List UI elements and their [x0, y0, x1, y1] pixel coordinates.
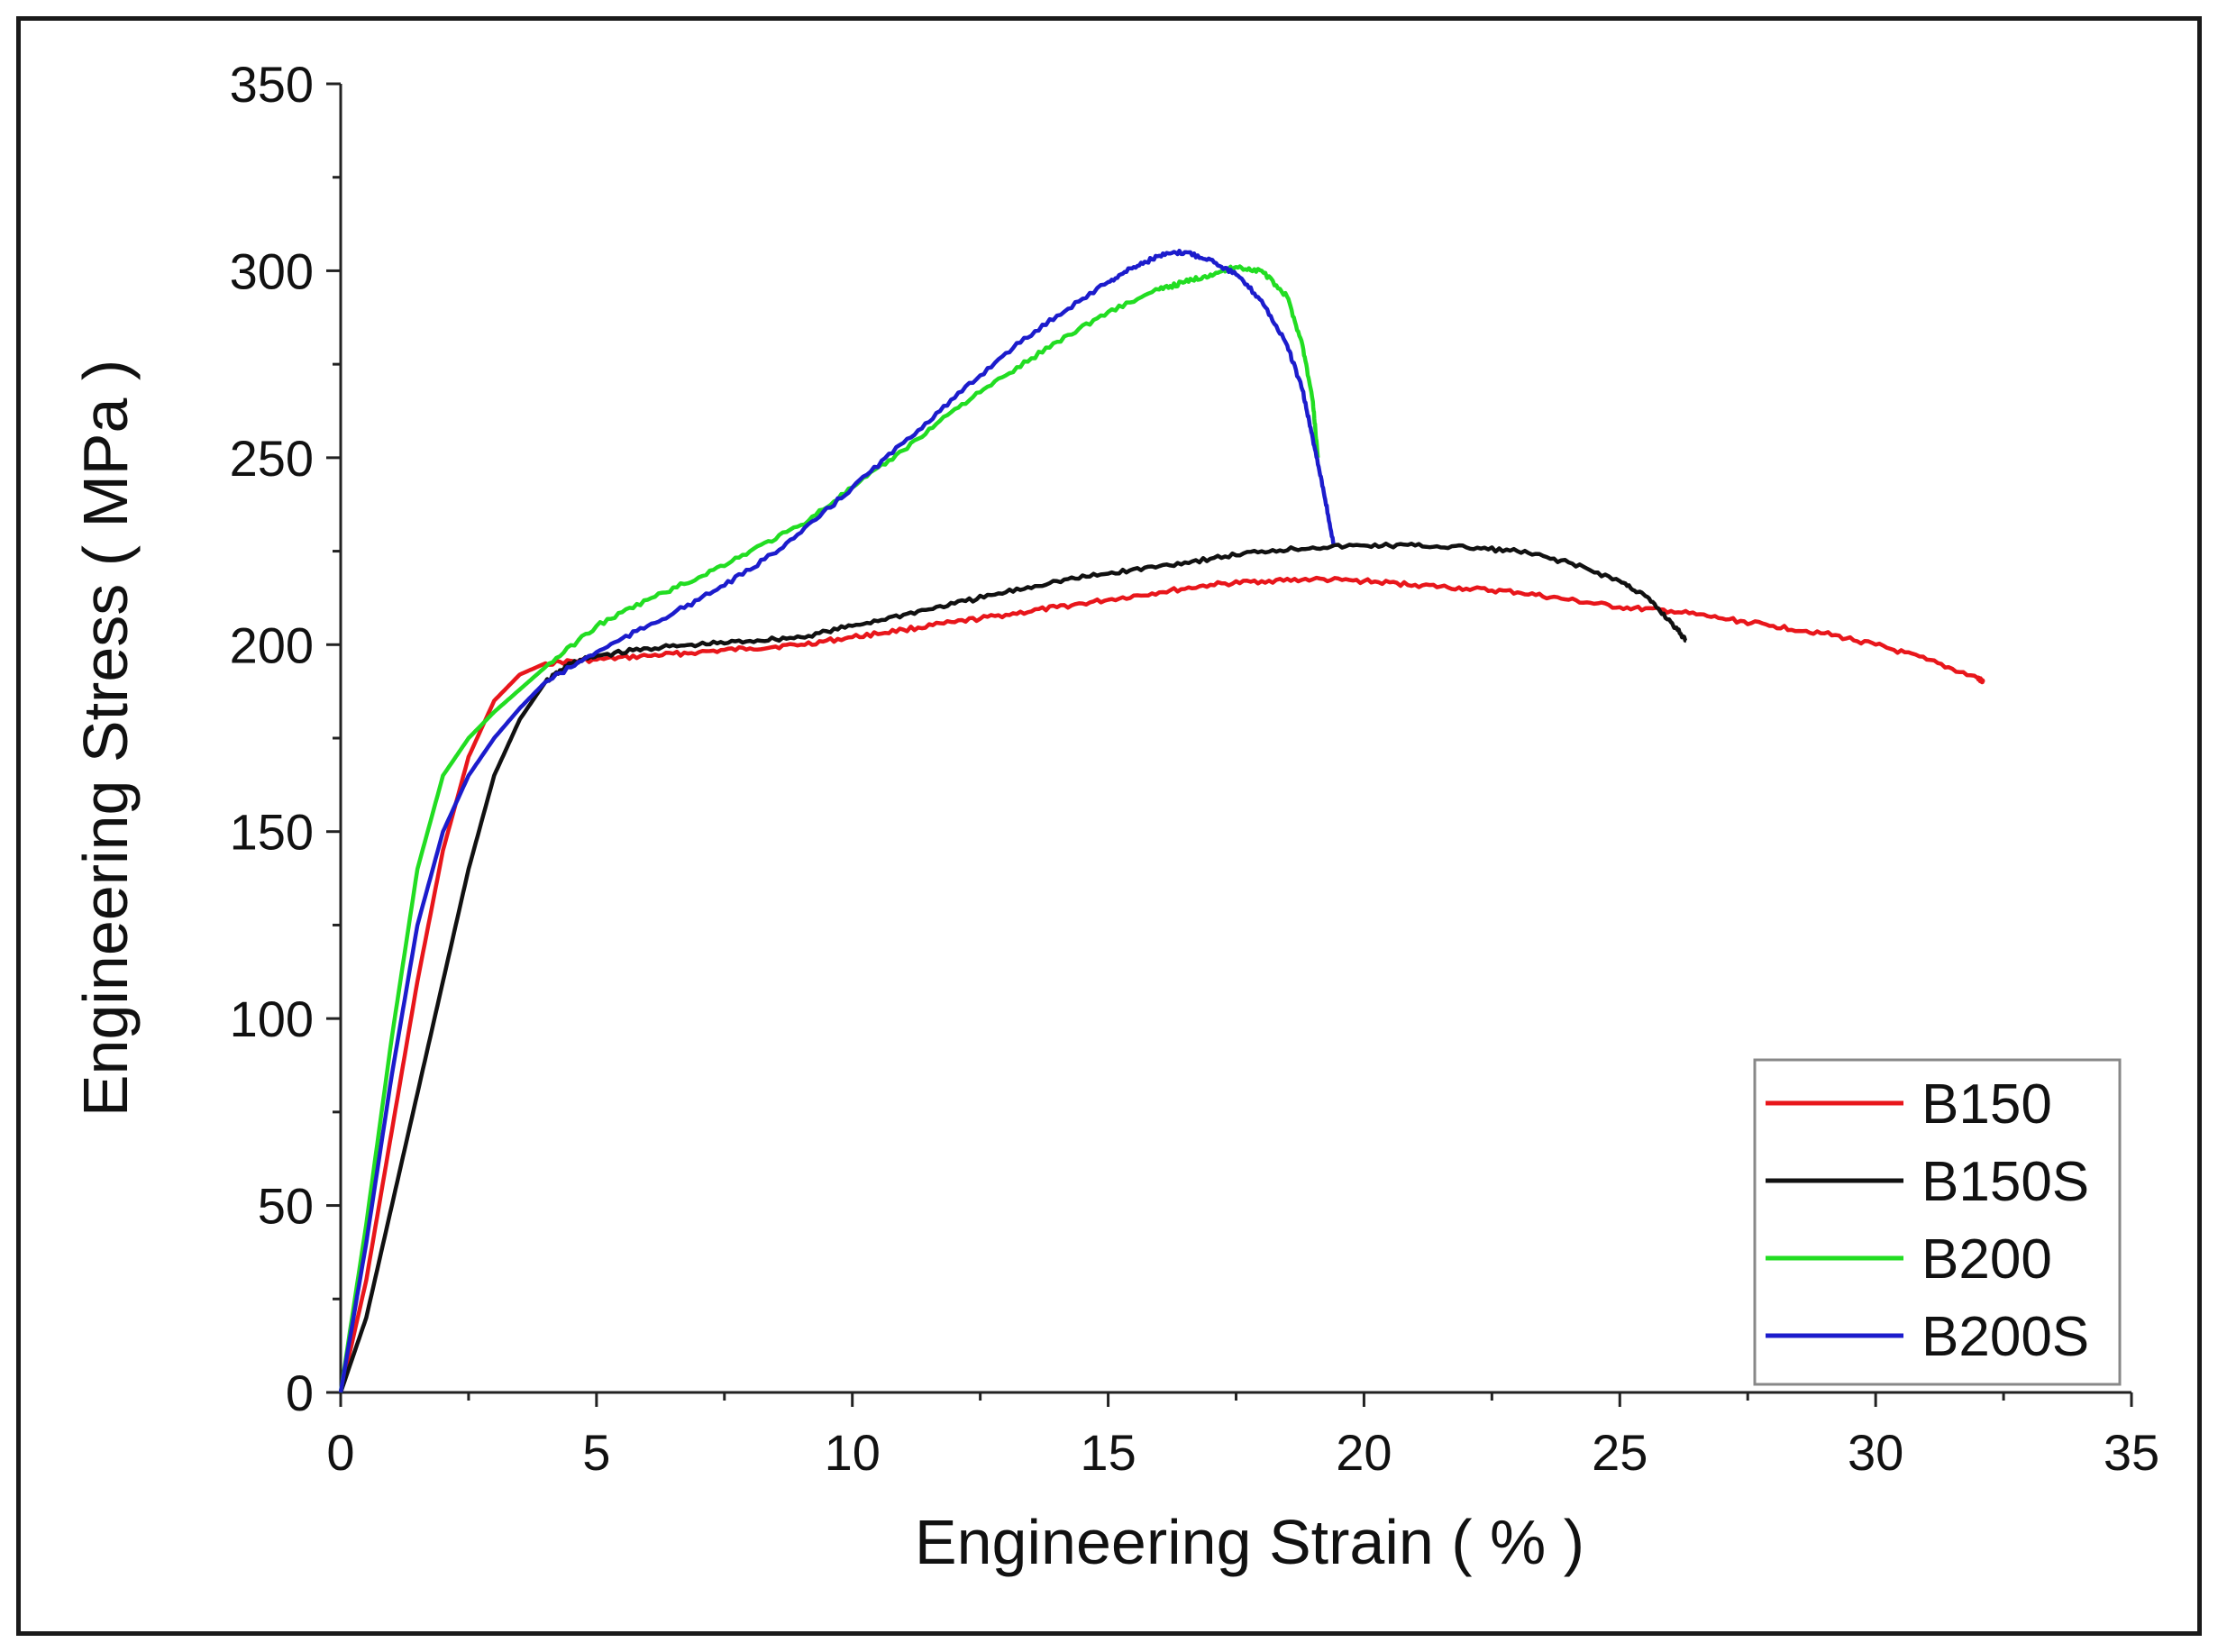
- x-tick-label: 5: [582, 1424, 610, 1481]
- legend: B150 B150S B200 B200S: [1753, 1058, 2122, 1386]
- y-tick-label: 150: [230, 804, 314, 861]
- x-tick-label: 10: [825, 1424, 881, 1481]
- y-tick-label: 0: [286, 1364, 314, 1421]
- series-line-b200s: [338, 248, 1336, 1393]
- legend-label-b200: B200: [1921, 1228, 2052, 1291]
- x-axis-ticks: 0 5 10 15 20 25 30 35: [326, 1392, 2159, 1481]
- x-tick-label: 15: [1080, 1424, 1136, 1481]
- legend-label-b150: B150: [1921, 1073, 2052, 1136]
- series-line-b200: [338, 264, 1320, 1393]
- y-tick-label: 350: [230, 56, 314, 113]
- y-tick-label: 50: [258, 1178, 314, 1235]
- legend-label-b150s: B150S: [1921, 1151, 2089, 1213]
- legend-label-b200s: B200S: [1921, 1306, 2089, 1368]
- x-tick-label: 25: [1592, 1424, 1648, 1481]
- stress-strain-chart: 0 5 10 15 20 25 30 35 0 50 100 150 200 250 300 350 Eng…: [70, 56, 2159, 1577]
- series-line-b150s: [338, 541, 1688, 1393]
- legend-box: [1753, 1058, 2122, 1386]
- y-tick-label: 100: [230, 990, 314, 1047]
- x-tick-label: 0: [326, 1424, 354, 1481]
- x-tick-label: 35: [2104, 1424, 2159, 1481]
- y-tick-label: 200: [230, 616, 314, 673]
- x-tick-label: 20: [1336, 1424, 1392, 1481]
- y-axis-title: Engineering Stress ( MPa ): [70, 360, 141, 1117]
- x-tick-label: 30: [1848, 1424, 1903, 1481]
- x-axis-title: Engineering Strain ( % ): [915, 1507, 1584, 1577]
- series-lines: [338, 248, 1985, 1393]
- y-tick-label: 250: [230, 430, 314, 487]
- series-line-b150: [338, 575, 1985, 1393]
- y-tick-label: 300: [230, 242, 314, 299]
- figure-frame: 0 5 10 15 20 25 30 35 0 50 100 150 200 250 300 350 Eng…: [16, 16, 2202, 1636]
- y-axis-ticks: 0 50 100 150 200 250 300 350: [230, 56, 341, 1421]
